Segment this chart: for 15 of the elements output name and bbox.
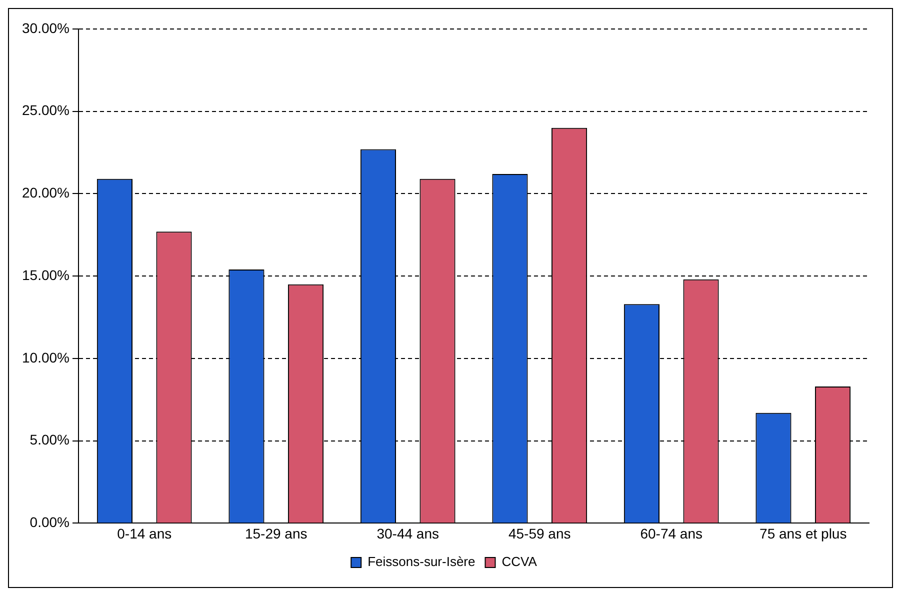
x-tick-label: 45-59 ans [508, 525, 571, 542]
x-tick-label: 30-44 ans [376, 525, 440, 542]
x-tick-label: 15-29 ans [244, 525, 308, 542]
y-tick-label: 0.00% [30, 514, 70, 530]
y-tick-label: 5.00% [30, 432, 70, 448]
legend-label: Feissons-sur-Isère [368, 554, 476, 570]
y-tick-label: 30.00% [22, 20, 70, 36]
y-tick-label: 15.00% [22, 266, 70, 283]
legend-label: CCVA [502, 554, 538, 570]
y-tick-label: 20.00% [22, 184, 70, 201]
y-tick-label: 25.00% [22, 102, 70, 118]
x-tick-label: 75 ans et plus [760, 525, 847, 542]
x-tick-label: 0-14 ans [117, 525, 172, 542]
x-tick-label: 60-74 ans [640, 525, 703, 542]
y-tick-label: 10.00% [22, 349, 70, 366]
